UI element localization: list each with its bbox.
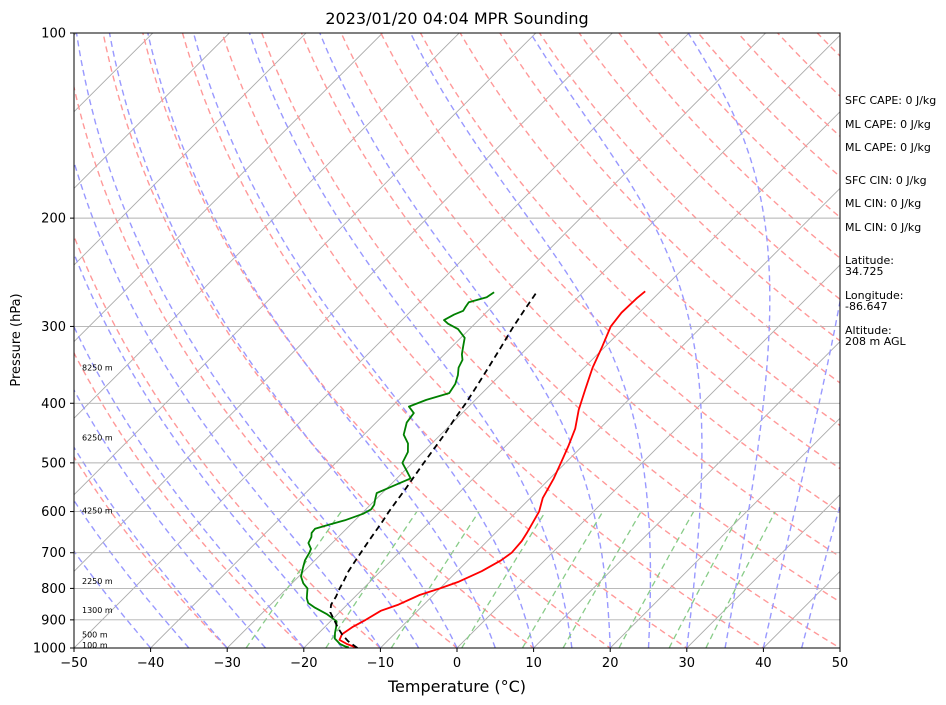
isotherm-line (74, 33, 690, 648)
y-tick-label: 300 (41, 320, 66, 335)
moist-adiabat-line (762, 297, 840, 648)
height-label: 100 m (82, 641, 108, 650)
isotherm-line (686, 494, 840, 648)
moist-adiabat-line (687, 33, 771, 648)
mixing-ratio-line (668, 511, 742, 648)
latitude-label: Latitude: (845, 254, 894, 267)
longitude-value: -86.647 (845, 300, 888, 313)
y-tick-label: 800 (41, 582, 66, 597)
mixing-ratio-line (618, 511, 695, 648)
x-tick-label: 30 (679, 656, 696, 671)
pressure-gridlines (74, 217, 840, 621)
data-series (300, 290, 646, 648)
dry-adiabat-line (261, 33, 840, 648)
dry-adiabat-line (74, 455, 229, 648)
height-label: 500 m (82, 630, 108, 639)
mixing-ratio-line (461, 511, 547, 648)
y-tick-label: 100 (41, 27, 66, 42)
y-tick-label: 600 (41, 505, 66, 520)
height-labels: 8250 m 6250 m 4250 m 2250 m 1300 m 500 m 100 m (82, 364, 113, 650)
isotherm-line (74, 33, 384, 343)
isotherm-line (74, 33, 460, 419)
moist-adiabat-line (74, 159, 381, 648)
height-label: 1300 m (82, 606, 113, 615)
moist-adiabat-line (529, 33, 703, 648)
isotherm-line (609, 417, 840, 648)
parcel-path-line (329, 292, 537, 648)
height-label: 8250 m (82, 364, 113, 373)
mixing-ratio-line (705, 511, 776, 648)
altitude-value: 208 m AGL (845, 335, 906, 348)
moist-adiabat-line (147, 33, 496, 648)
dry-adiabat-line (459, 33, 840, 427)
moist-adiabat-line (192, 33, 535, 648)
isotherm-line (149, 33, 767, 648)
altitude-label: Altitude: (845, 324, 892, 337)
dry-adiabat-line (499, 33, 840, 384)
moist-adiabat-line (74, 251, 343, 648)
dry-adiabat-line (74, 234, 382, 648)
moist-adiabat-line (74, 445, 228, 648)
moist-adiabat-line (75, 33, 420, 648)
moist-adiabat-line (801, 503, 840, 648)
dry-adiabat-line (538, 33, 840, 342)
ml-cin-1: ML CIN: 0 J/kg (845, 197, 922, 210)
ml-cape-1: ML CAPE: 0 J/kg (845, 118, 931, 131)
sfc-cin: SFC CIN: 0 J/kg (845, 174, 927, 187)
y-tick-label: 200 (41, 212, 66, 227)
dry-adiabat-line (221, 33, 765, 648)
dry-adiabat-line (142, 33, 612, 648)
moist-adiabat-line (319, 33, 611, 648)
height-label: 4250 m (82, 507, 113, 516)
x-tick-label: 50 (832, 656, 849, 671)
isotherm-line (74, 33, 614, 573)
mixing-ratio-line (562, 511, 642, 648)
chart-title: 2023/01/20 04:04 MPR Sounding (325, 9, 588, 28)
isotherm-line (303, 111, 840, 648)
y-tick-label: 400 (41, 397, 66, 412)
sfc-cape: SFC CAPE: 0 J/kg (845, 94, 937, 107)
isotherm-line (74, 33, 307, 266)
y-axis-ticks: 100 200 300 400 500 600 700 800 900 1000 (33, 27, 74, 657)
x-axis-label: Temperature (°C) (387, 677, 526, 696)
y-tick-label: 500 (41, 456, 66, 471)
moist-adiabat-line (108, 33, 458, 648)
height-label: 6250 m (82, 434, 113, 443)
x-tick-label: −20 (290, 656, 317, 671)
dewpoint-line (300, 291, 495, 648)
x-tick-label: 0 (453, 656, 461, 671)
isotherm-line (379, 187, 840, 648)
y-tick-label: 700 (41, 546, 66, 561)
x-tick-label: −10 (367, 656, 394, 671)
y-axis-label: Pressure (hPa) (9, 293, 24, 386)
x-axis-ticks: −50 −40 −30 −20 −10 0 10 20 30 40 50 (60, 648, 848, 671)
dry-adiabat-line (102, 33, 535, 648)
y-tick-label: 900 (41, 613, 66, 628)
isotherm-line (74, 33, 537, 496)
moist-adiabat-line (409, 33, 652, 648)
ml-cape-2: ML CAPE: 0 J/kg (845, 141, 931, 154)
background-lines (74, 33, 840, 648)
dry-adiabat-line (74, 351, 305, 648)
dry-adiabat-line (74, 84, 459, 648)
latitude-value: 34.725 (845, 265, 884, 278)
isotherm-line (74, 33, 231, 190)
y-tick-label: 1000 (33, 642, 66, 657)
longitude-label: Longitude: (845, 289, 904, 302)
isotherm-line (456, 264, 840, 648)
x-tick-label: 20 (602, 656, 619, 671)
height-label: 2250 m (82, 577, 113, 586)
x-tick-label: −30 (213, 656, 240, 671)
isotherm-line (226, 34, 840, 648)
mixing-ratio-line (521, 511, 604, 648)
isotherm-line (532, 340, 840, 648)
moist-adiabat-line (248, 33, 573, 648)
temperature-line (338, 290, 646, 648)
x-tick-label: 10 (525, 656, 542, 671)
x-tick-label: −50 (60, 656, 87, 671)
x-tick-label: −40 (137, 656, 164, 671)
ml-cin-2: ML CIN: 0 J/kg (845, 221, 922, 234)
x-tick-label: 40 (755, 656, 772, 671)
